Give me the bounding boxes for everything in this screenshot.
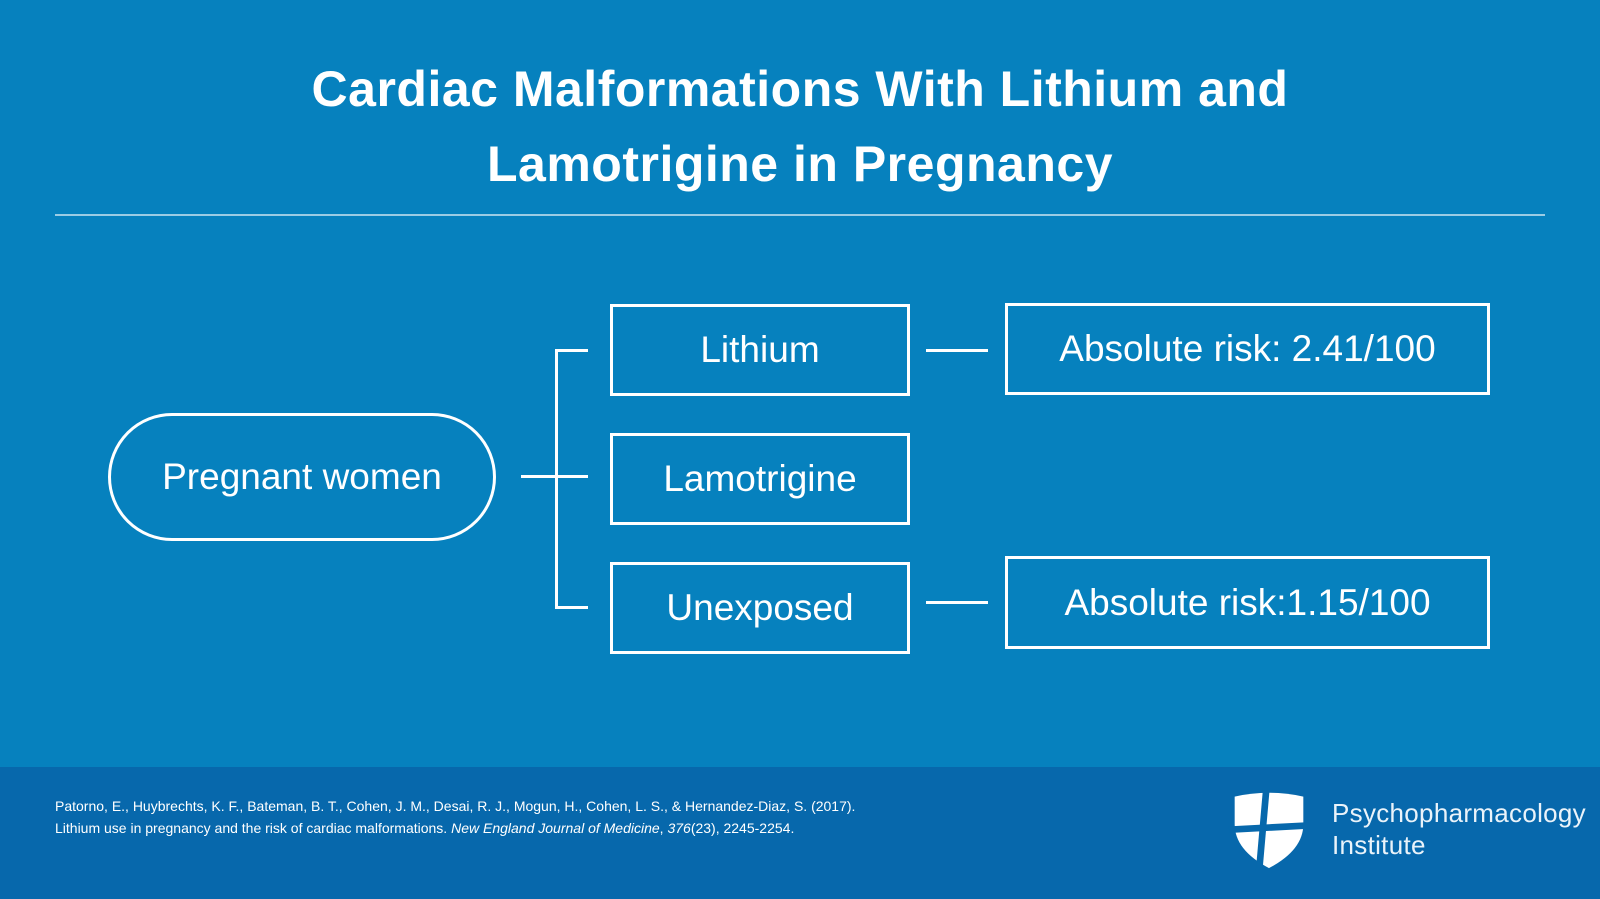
citation-pages: (23), 2245-2254. bbox=[690, 820, 795, 836]
node-unexposed-absolute-risk: Absolute risk:1.15/100 bbox=[1005, 556, 1490, 649]
shield-cross-logo-icon bbox=[1228, 788, 1310, 870]
root-node-label: Pregnant women bbox=[162, 456, 442, 497]
org-name-line-1: Psychopharmacology bbox=[1332, 798, 1586, 828]
org-name-line-2: Institute bbox=[1332, 830, 1426, 860]
connector-lithium-to-risk bbox=[926, 349, 988, 352]
node-lithium-label: Lithium bbox=[700, 329, 820, 370]
citation-text: Lithium use in pregnancy and the risk of… bbox=[55, 820, 452, 836]
org-name: Psychopharmacology Institute bbox=[1332, 797, 1586, 861]
org-logo: Psychopharmacology Institute bbox=[1228, 788, 1586, 870]
unexposed-risk-label: Absolute risk:1.15/100 bbox=[1064, 581, 1431, 623]
title-line-2: Lamotrigine in Pregnancy bbox=[486, 136, 1113, 192]
citation-journal-name: New England Journal of Medicine bbox=[451, 820, 660, 836]
node-lamotrigine-label: Lamotrigine bbox=[663, 458, 857, 499]
connector-stub-unexposed bbox=[555, 606, 588, 609]
citation-line-1: Patorno, E., Huybrechts, K. F., Bateman,… bbox=[55, 798, 856, 814]
node-lithium: Lithium bbox=[610, 304, 910, 396]
lithium-risk-label: Absolute risk: 2.41/100 bbox=[1059, 328, 1436, 369]
citation-separator: , bbox=[659, 820, 668, 836]
citation: Patorno, E., Huybrechts, K. F., Bateman,… bbox=[55, 795, 855, 839]
node-unexposed: Unexposed bbox=[610, 562, 910, 654]
node-unexposed-label: Unexposed bbox=[666, 587, 854, 628]
connector-unexposed-to-risk bbox=[926, 601, 988, 604]
connector-stub-lithium bbox=[555, 349, 588, 352]
citation-line-2: Lithium use in pregnancy and the risk of… bbox=[55, 817, 855, 839]
citation-volume: 376 bbox=[667, 820, 691, 836]
page-title: Cardiac Malformations With Lithium and L… bbox=[0, 52, 1600, 202]
root-node-pregnant-women: Pregnant women bbox=[108, 413, 496, 541]
connector-root-to-trunk bbox=[521, 475, 588, 478]
title-line-1: Cardiac Malformations With Lithium and bbox=[311, 61, 1289, 117]
node-lamotrigine: Lamotrigine bbox=[610, 433, 910, 525]
node-lithium-absolute-risk: Absolute risk: 2.41/100 bbox=[1005, 303, 1490, 395]
title-divider bbox=[55, 214, 1545, 216]
footer: Patorno, E., Huybrechts, K. F., Bateman,… bbox=[0, 767, 1600, 899]
connector-trunk-vertical bbox=[555, 349, 558, 609]
